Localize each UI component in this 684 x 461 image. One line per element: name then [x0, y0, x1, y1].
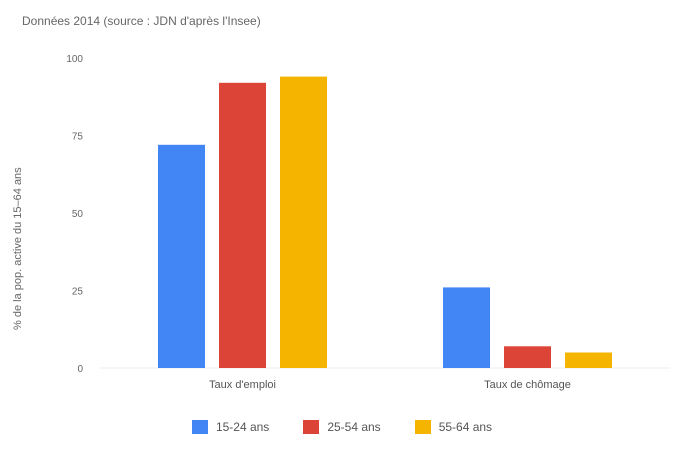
legend: 15-24 ans 25-54 ans 55-64 ans	[0, 420, 684, 434]
legend-swatch-25-54	[303, 420, 320, 434]
y-tick-label: 25	[72, 287, 84, 298]
y-tick-label: 100	[66, 54, 83, 65]
bar-15-24-ans	[158, 144, 205, 368]
bar-15-24-ans	[443, 287, 490, 368]
y-tick-label: 0	[77, 364, 83, 375]
legend-label-25-54: 25-54 ans	[327, 420, 381, 434]
y-tick-label: 50	[72, 209, 84, 220]
legend-swatch-15-24	[191, 420, 208, 434]
chart-title: Données 2014 (source : JDN d'après l'Ins…	[22, 14, 261, 28]
legend-item-25-54[interactable]: 25-54 ans	[303, 420, 381, 434]
x-tick-label: Taux de chômage	[484, 379, 571, 391]
x-tick-label: Taux d'emploi	[209, 379, 276, 391]
bar-55-64-ans	[565, 352, 612, 368]
legend-item-15-24[interactable]: 15-24 ans	[191, 420, 270, 434]
legend-swatch-55-64	[414, 420, 431, 434]
legend-label-55-64: 55-64 ans	[438, 420, 493, 434]
legend-item-55-64[interactable]: 55-64 ans	[414, 420, 493, 434]
bar-25-54-ans	[219, 82, 266, 369]
bar-55-64-ans	[280, 76, 327, 368]
y-tick-label: 75	[72, 132, 84, 143]
bar-25-54-ans	[504, 346, 551, 368]
legend-label-15-24: 15-24 ans	[215, 420, 270, 434]
